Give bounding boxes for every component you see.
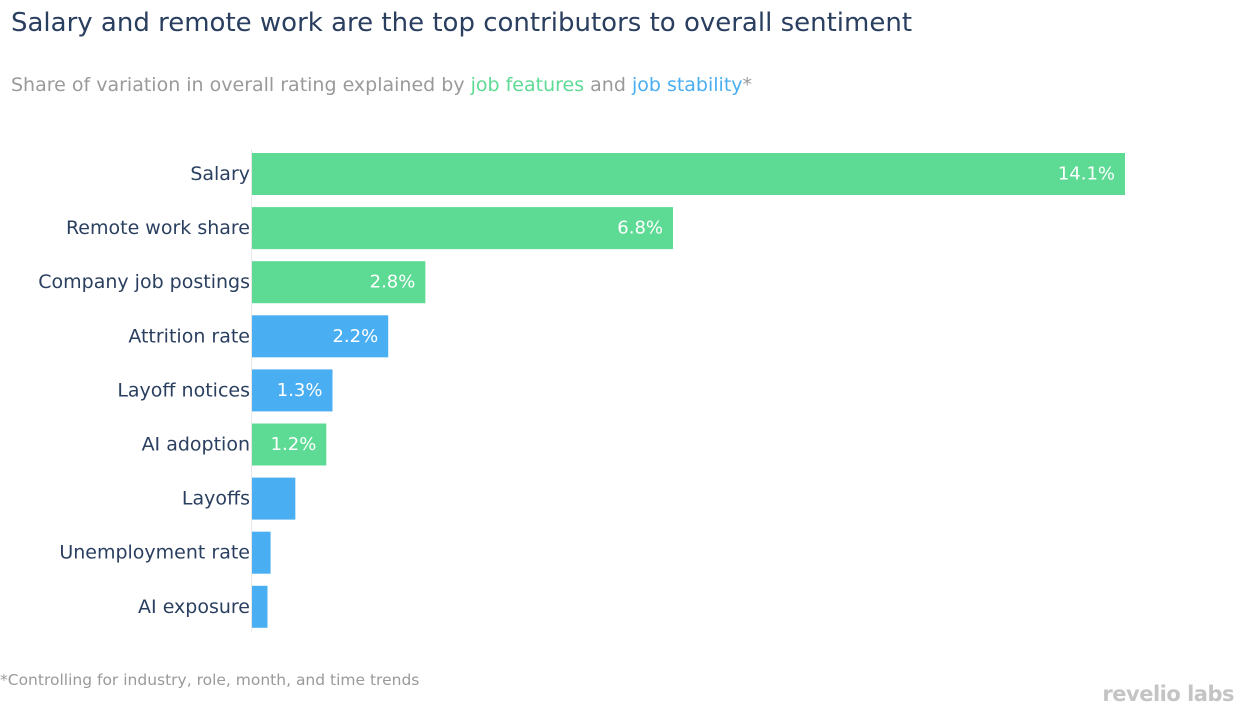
chart-title: Salary and remote work are the top contr… bbox=[11, 8, 913, 38]
bar bbox=[252, 315, 389, 358]
bar-value-label: 1.3% bbox=[277, 380, 323, 401]
bar-value-label: 14.1% bbox=[1058, 164, 1115, 185]
chart-subtitle: Share of variation in overall rating exp… bbox=[11, 74, 752, 96]
footnote: *Controlling for industry, role, month, … bbox=[0, 671, 420, 689]
bar-value-label: 6.8% bbox=[617, 218, 663, 239]
bar-value-label: 1.2% bbox=[271, 434, 317, 455]
category-label: AI adoption bbox=[142, 434, 250, 456]
category-label: Salary bbox=[190, 163, 250, 185]
subtitle-job-features: job features bbox=[470, 74, 585, 96]
revelio-labs-logo: revelio labs bbox=[1102, 682, 1234, 706]
subtitle-job-stability: job stability bbox=[631, 74, 743, 96]
category-label: Attrition rate bbox=[128, 325, 250, 347]
bar bbox=[252, 585, 268, 628]
category-label: Layoffs bbox=[182, 488, 250, 510]
category-label: Layoff notices bbox=[117, 379, 250, 401]
category-label: Company job postings bbox=[38, 271, 250, 293]
subtitle-middle: and bbox=[584, 74, 632, 96]
bar-value-label: 2.2% bbox=[332, 326, 378, 347]
bar bbox=[252, 261, 426, 304]
subtitle-suffix: * bbox=[742, 74, 753, 96]
bar bbox=[252, 153, 1125, 195]
category-label: AI exposure bbox=[138, 596, 250, 618]
bar-value-label: 2.8% bbox=[370, 272, 416, 293]
bar bbox=[252, 477, 296, 520]
bar bbox=[252, 531, 271, 574]
bar bbox=[252, 207, 674, 250]
category-label: Remote work share bbox=[66, 217, 250, 239]
bar bbox=[252, 369, 333, 412]
subtitle-prefix: Share of variation in overall rating exp… bbox=[11, 74, 471, 96]
category-label: Unemployment rate bbox=[59, 542, 250, 564]
bar bbox=[252, 423, 327, 466]
